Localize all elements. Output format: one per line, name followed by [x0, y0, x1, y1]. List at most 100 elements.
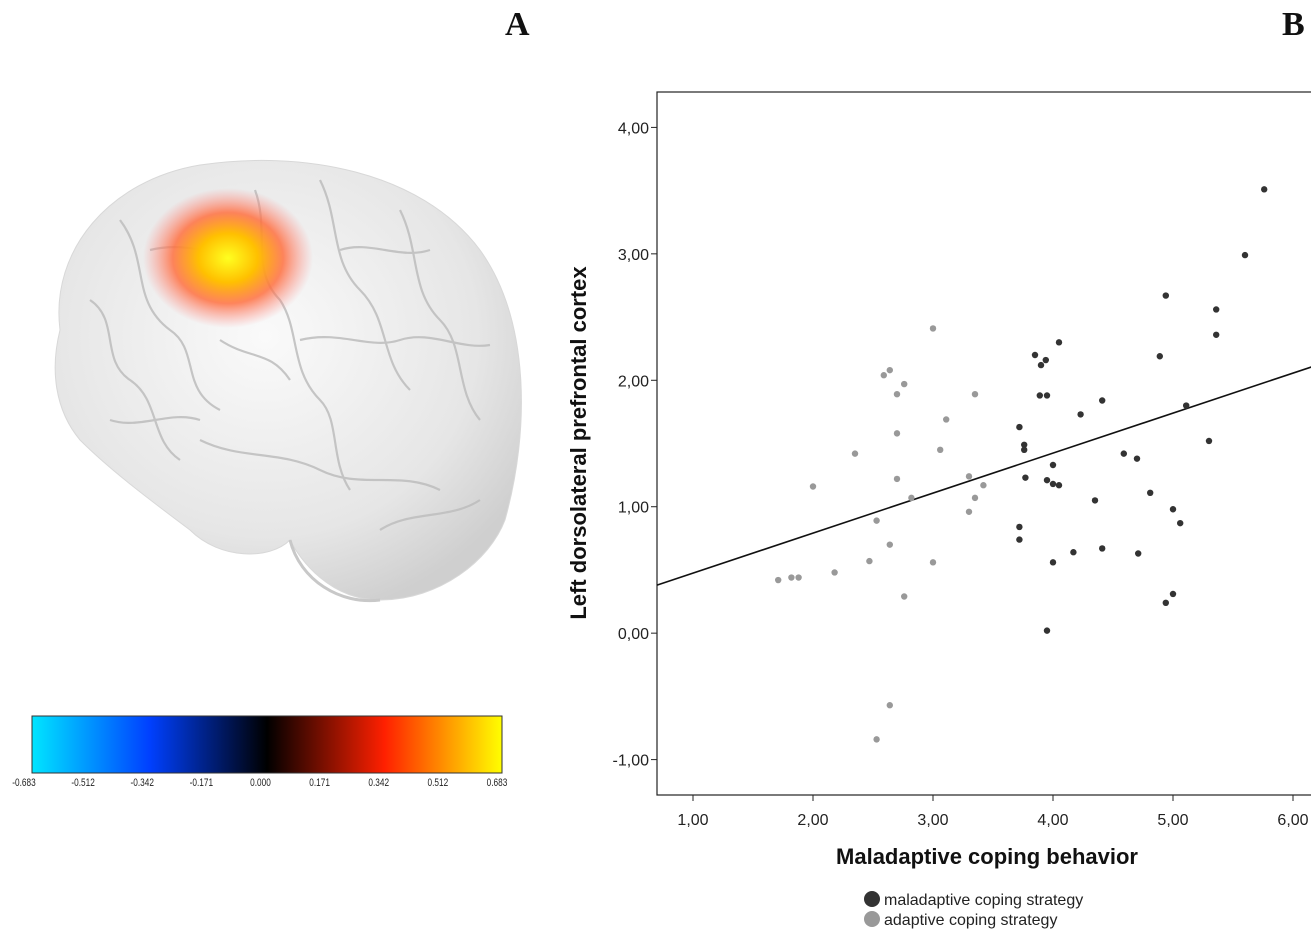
maladaptive-point — [1120, 450, 1128, 457]
data-points — [775, 186, 1268, 743]
maladaptive-point — [1099, 397, 1106, 404]
adaptive-point — [795, 574, 802, 581]
colorbar-ticks: -0.683 -0.512 -0.342 -0.171 0.000 0.171 0.342 0… — [12, 777, 507, 789]
panel-label-b: B — [1282, 6, 1305, 43]
maladaptive-point — [1049, 559, 1057, 566]
adaptive-point — [971, 494, 979, 502]
maladaptive-point — [1049, 480, 1057, 488]
adaptive-point — [851, 450, 859, 457]
activation-blob — [143, 188, 313, 328]
maladaptive-point — [1162, 599, 1170, 607]
adaptive-point — [943, 416, 950, 423]
x-axis-ticks: 1,00 2,00 3,00 4,00 5,00 6,00 — [677, 795, 1309, 829]
maladaptive-point — [1070, 549, 1077, 556]
adaptive-point — [866, 557, 873, 565]
y-tick-label: 2,00 — [618, 373, 649, 390]
x-tick-label: 5,00 — [1157, 812, 1188, 829]
maladaptive-point — [1205, 437, 1213, 445]
y-tick-label: 3,00 — [618, 247, 649, 264]
y-tick-label: -1,00 — [613, 753, 650, 770]
adaptive-point — [893, 475, 901, 483]
maladaptive-point — [1091, 497, 1099, 504]
legend: maladaptive coping strategy adaptive cop… — [864, 891, 1083, 929]
adaptive-point — [971, 390, 979, 398]
adaptive-point — [886, 366, 893, 374]
y-axis-title: Left dorsolateral prefrontal cortex — [566, 266, 591, 620]
maladaptive-point — [1169, 506, 1177, 513]
colorbar-tick-label: 0.512 — [428, 777, 449, 789]
maladaptive-point — [1049, 461, 1057, 469]
maladaptive-point — [1043, 392, 1051, 399]
adaptive-point — [893, 430, 901, 437]
adaptive-point — [886, 702, 893, 709]
maladaptive-point — [1261, 186, 1268, 193]
maladaptive-point — [1156, 353, 1164, 360]
maladaptive-point — [1213, 306, 1220, 313]
maladaptive-point — [1043, 476, 1051, 484]
adaptive-point — [929, 559, 937, 566]
adaptive-point — [929, 325, 937, 332]
adaptive-point — [880, 372, 887, 379]
legend-label-maladaptive: maladaptive coping strategy — [884, 892, 1083, 909]
y-tick-label: 1,00 — [618, 500, 649, 517]
maladaptive-point — [1213, 331, 1220, 338]
panel-label-a: A — [505, 6, 530, 43]
y-tick-label: 4,00 — [618, 120, 649, 137]
regression-line — [656, 366, 1311, 586]
maladaptive-point — [1020, 446, 1028, 454]
colorbar-gradient — [31, 715, 503, 774]
adaptive-point — [809, 483, 817, 490]
maladaptive-point — [1022, 474, 1029, 481]
maladaptive-point — [1031, 351, 1039, 359]
x-axis-title: Maladaptive coping behavior — [836, 844, 1138, 869]
y-axis-ticks: -1,00 0,00 1,00 2,00 3,00 4,00 — [613, 120, 657, 770]
maladaptive-point — [1241, 251, 1249, 259]
legend-marker-maladaptive — [864, 891, 880, 907]
maladaptive-point — [1169, 590, 1177, 598]
adaptive-point — [901, 593, 908, 600]
maladaptive-point — [1077, 411, 1084, 418]
x-tick-label: 1,00 — [677, 812, 708, 829]
x-tick-label: 6,00 — [1277, 812, 1308, 829]
maladaptive-point — [1055, 339, 1063, 346]
colorbar-tick-label: -0.342 — [131, 777, 154, 789]
colorbar-tick-label: 0.171 — [309, 777, 330, 789]
adaptive-point — [901, 380, 908, 388]
adaptive-point — [788, 574, 795, 581]
x-tick-label: 4,00 — [1037, 812, 1068, 829]
adaptive-point — [965, 508, 973, 515]
adaptive-point — [908, 494, 915, 502]
maladaptive-point — [1016, 423, 1023, 431]
x-tick-label: 3,00 — [917, 812, 948, 829]
adaptive-point — [886, 541, 893, 548]
maladaptive-point — [1177, 519, 1184, 527]
colorbar-tick-label: 0.000 — [250, 777, 271, 789]
colorbar-tick-label: -0.683 — [12, 777, 35, 789]
adaptive-point — [831, 569, 838, 576]
maladaptive-point — [1147, 489, 1154, 497]
maladaptive-point — [1055, 482, 1063, 489]
maladaptive-point — [1016, 523, 1023, 531]
x-tick-label: 2,00 — [797, 812, 828, 829]
maladaptive-point — [1162, 292, 1170, 299]
legend-marker-adaptive — [864, 911, 880, 927]
adaptive-point — [937, 446, 944, 454]
maladaptive-point — [1042, 356, 1050, 364]
adaptive-point — [980, 482, 987, 489]
maladaptive-point — [1183, 402, 1190, 409]
colorbar-tick-label: 0.342 — [368, 777, 389, 789]
colorbar: -0.683 -0.512 -0.342 -0.171 0.000 0.171 0.342 0… — [12, 715, 507, 789]
plot-frame — [656, 91, 1311, 796]
adaptive-point — [873, 736, 880, 743]
adaptive-point — [893, 390, 901, 398]
brain-render-image — [54, 159, 522, 603]
colorbar-tick-label: -0.512 — [71, 777, 94, 789]
maladaptive-point — [1043, 627, 1051, 634]
adaptive-point — [775, 576, 782, 584]
maladaptive-point — [1099, 545, 1106, 552]
maladaptive-point — [1016, 536, 1023, 543]
maladaptive-point — [1133, 455, 1141, 462]
maladaptive-point — [1020, 441, 1028, 448]
adaptive-point — [965, 473, 973, 480]
